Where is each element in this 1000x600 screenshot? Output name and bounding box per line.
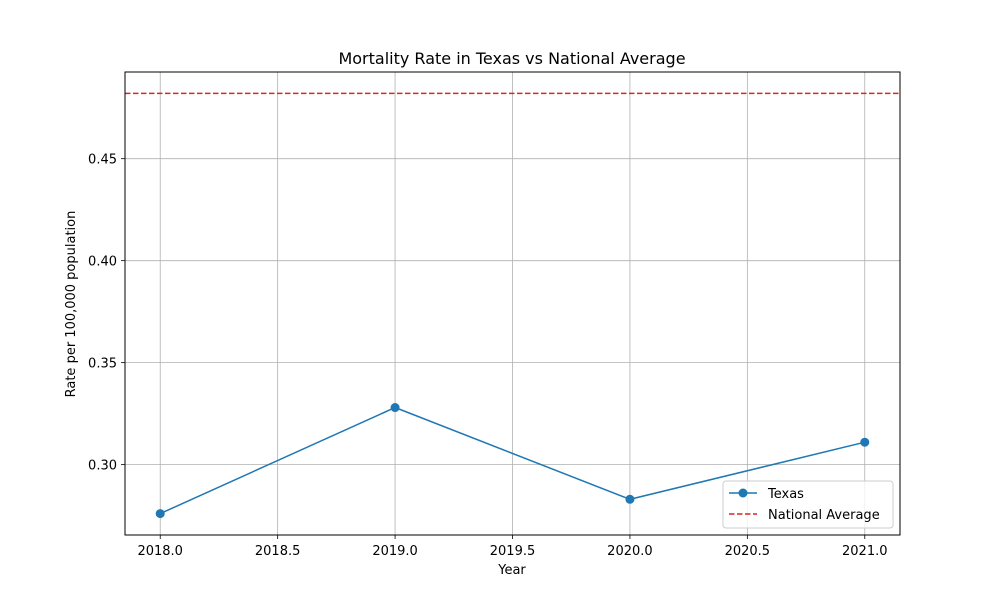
x-tick-label: 2019.0: [372, 544, 418, 559]
x-tick-label: 2019.5: [490, 544, 536, 559]
x-ticks: 2018.0 2018.5 2019.0 2019.5 2020.0 2020.5 2021…: [137, 535, 888, 559]
x-tick-label: 2018.0: [137, 544, 183, 559]
x-tick-label: 2018.5: [255, 544, 301, 559]
grid: [125, 72, 900, 535]
y-tick-label: 0.45: [88, 153, 117, 168]
legend-box: [722, 480, 894, 529]
x-tick-label: 2020.0: [607, 544, 653, 559]
legend-label-national-average: National Average: [768, 508, 880, 523]
legend: Texas National Average: [722, 480, 894, 529]
y-tick-label: 0.35: [88, 357, 117, 372]
legend-marker-texas: [738, 488, 748, 498]
y-axis-label: Rate per 100,000 population: [64, 211, 79, 398]
texas-series-line: [159, 406, 865, 515]
chart-title: Mortality Rate in Texas vs National Aver…: [338, 49, 685, 68]
legend-label-texas: Texas: [767, 487, 804, 502]
x-tick-label: 2021.0: [842, 544, 888, 559]
y-tick-label: 0.30: [88, 459, 117, 474]
texas-data-point: [860, 437, 870, 447]
x-tick-label: 2020.5: [725, 544, 771, 559]
texas-data-point: [155, 509, 165, 519]
x-axis-label: Year: [497, 563, 526, 578]
series-layer: [155, 403, 870, 519]
y-ticks: 0.30 0.35 0.40 0.45: [88, 153, 125, 474]
texas-data-point: [390, 403, 400, 413]
y-tick-label: 0.40: [88, 255, 117, 270]
texas-data-point: [625, 494, 635, 504]
